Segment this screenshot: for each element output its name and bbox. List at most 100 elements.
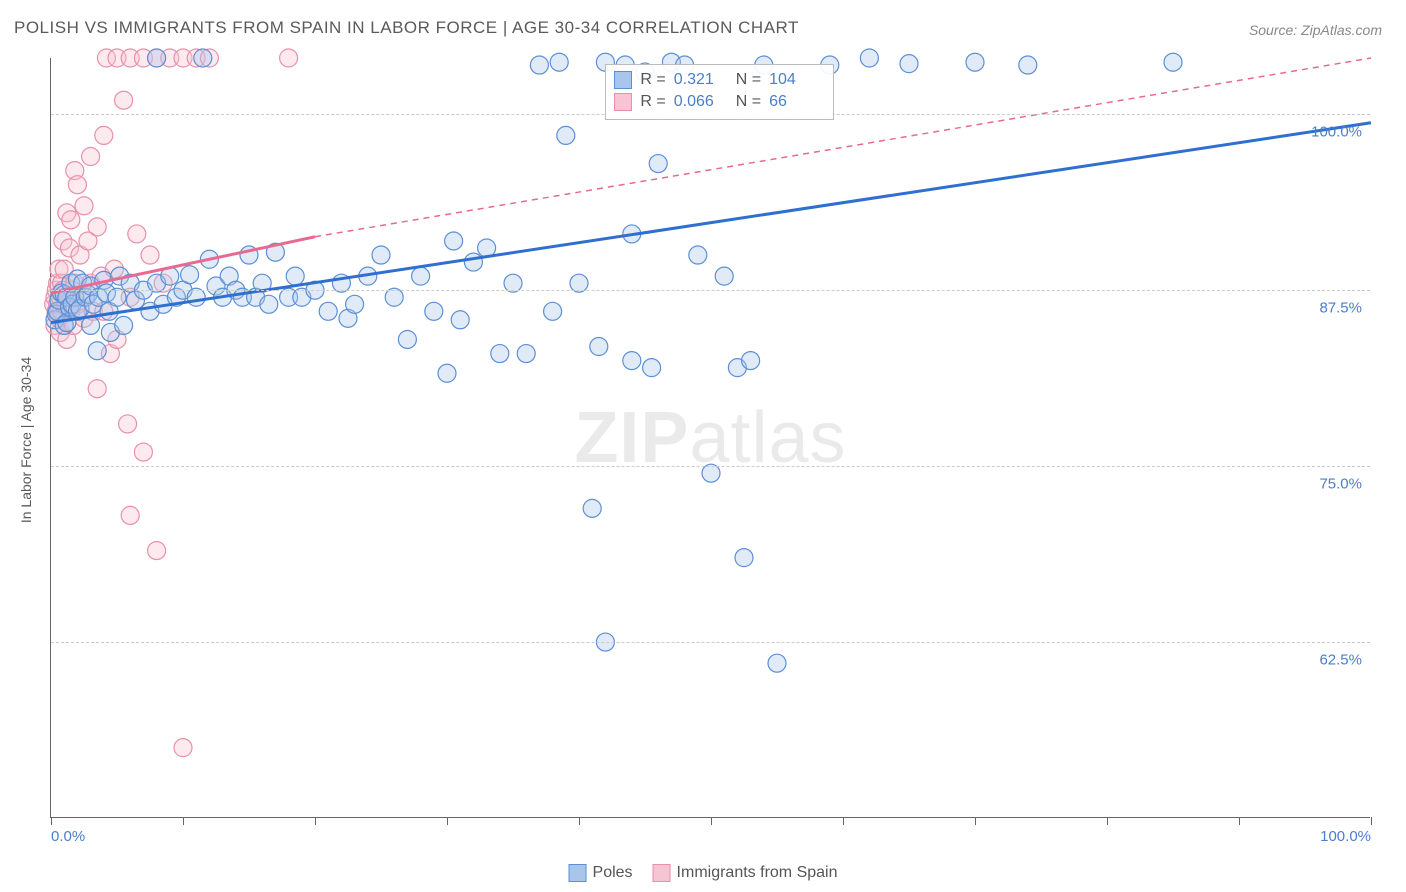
scatter-point	[623, 352, 641, 370]
scatter-point	[95, 126, 113, 144]
scatter-point	[346, 295, 364, 313]
x-tick	[315, 817, 316, 825]
stats-swatch	[614, 93, 632, 111]
scatter-point	[583, 499, 601, 517]
stats-n-value: 104	[769, 69, 823, 91]
scatter-point	[491, 345, 509, 363]
scatter-point	[425, 302, 443, 320]
x-tick	[183, 817, 184, 825]
scatter-point	[174, 739, 192, 757]
scatter-point	[148, 49, 166, 67]
scatter-point	[438, 364, 456, 382]
x-tick-label: 100.0%	[1320, 828, 1371, 845]
scatter-point	[398, 330, 416, 348]
scatter-point	[82, 148, 100, 166]
y-tick-label: 100.0%	[1311, 124, 1362, 141]
scatter-point	[82, 316, 100, 334]
stats-row: R = 0.321 N = 104	[614, 69, 823, 91]
scatter-point	[128, 225, 146, 243]
scatter-point	[280, 49, 298, 67]
stats-r-label: R =	[640, 69, 665, 91]
scatter-point	[286, 267, 304, 285]
scatter-point	[260, 295, 278, 313]
scatter-point	[900, 55, 918, 73]
legend-swatch-spain	[653, 864, 671, 882]
scatter-point	[88, 218, 106, 236]
scatter-point	[715, 267, 733, 285]
stats-r-label: R =	[640, 91, 665, 113]
x-tick	[1239, 817, 1240, 825]
scatter-point	[68, 176, 86, 194]
scatter-point	[121, 506, 139, 524]
scatter-point	[88, 380, 106, 398]
scatter-point	[319, 302, 337, 320]
scatter-point	[550, 53, 568, 71]
y-tick-label: 87.5%	[1319, 300, 1362, 317]
source-attribution: Source: ZipAtlas.com	[1249, 22, 1382, 38]
source-label: Source:	[1249, 22, 1301, 38]
scatter-svg	[51, 58, 1370, 817]
legend-label-spain: Immigrants from Spain	[677, 864, 838, 882]
stats-row: R = 0.066 N = 66	[614, 91, 823, 113]
scatter-point	[966, 53, 984, 71]
scatter-point	[372, 246, 390, 264]
y-tick-label: 62.5%	[1319, 652, 1362, 669]
legend-item-spain: Immigrants from Spain	[653, 864, 838, 882]
scatter-point	[119, 415, 137, 433]
stats-swatch	[614, 71, 632, 89]
stats-n-label: N =	[736, 91, 761, 113]
x-tick	[51, 817, 52, 825]
legend-swatch-poles	[569, 864, 587, 882]
scatter-point	[768, 654, 786, 672]
scatter-point	[1164, 53, 1182, 71]
scatter-point	[1019, 56, 1037, 74]
scatter-point	[517, 345, 535, 363]
scatter-point	[62, 211, 80, 229]
source-link[interactable]: ZipAtlas.com	[1301, 22, 1382, 38]
scatter-point	[75, 197, 93, 215]
scatter-point	[643, 359, 661, 377]
scatter-point	[689, 246, 707, 264]
scatter-point	[742, 352, 760, 370]
x-tick	[579, 817, 580, 825]
stats-r-value: 0.066	[674, 91, 728, 113]
x-tick	[447, 817, 448, 825]
legend-label-poles: Poles	[593, 864, 633, 882]
plot-area: ZIPatlas 62.5%75.0%87.5%100.0%0.0%100.0%…	[50, 58, 1370, 818]
stats-n-value: 66	[769, 91, 823, 113]
trend-line	[51, 123, 1371, 323]
stats-n-label: N =	[736, 69, 761, 91]
scatter-point	[649, 155, 667, 173]
scatter-point	[860, 49, 878, 67]
scatter-point	[134, 443, 152, 461]
scatter-point	[544, 302, 562, 320]
y-axis-label: In Labor Force | Age 30-34	[18, 357, 34, 523]
scatter-point	[451, 311, 469, 329]
gridline-h	[51, 466, 1370, 467]
gridline-h	[51, 642, 1370, 643]
x-tick	[1107, 817, 1108, 825]
scatter-point	[141, 246, 159, 264]
scatter-point	[590, 338, 608, 356]
x-tick	[711, 817, 712, 825]
scatter-point	[115, 91, 133, 109]
chart-title: POLISH VS IMMIGRANTS FROM SPAIN IN LABOR…	[14, 18, 799, 38]
stats-r-value: 0.321	[674, 69, 728, 91]
scatter-point	[735, 549, 753, 567]
x-tick-label: 0.0%	[51, 828, 85, 845]
x-tick	[1371, 817, 1372, 825]
y-tick-label: 75.0%	[1319, 476, 1362, 493]
scatter-point	[181, 266, 199, 284]
x-tick	[843, 817, 844, 825]
scatter-point	[115, 316, 133, 334]
legend-item-poles: Poles	[569, 864, 633, 882]
scatter-point	[148, 542, 166, 560]
gridline-h	[51, 290, 1370, 291]
scatter-point	[412, 267, 430, 285]
scatter-point	[88, 342, 106, 360]
scatter-point	[445, 232, 463, 250]
stats-box: R = 0.321 N = 104 R = 0.066 N = 66	[605, 64, 834, 120]
x-tick	[975, 817, 976, 825]
legend: Poles Immigrants from Spain	[569, 864, 838, 882]
scatter-point	[464, 253, 482, 271]
